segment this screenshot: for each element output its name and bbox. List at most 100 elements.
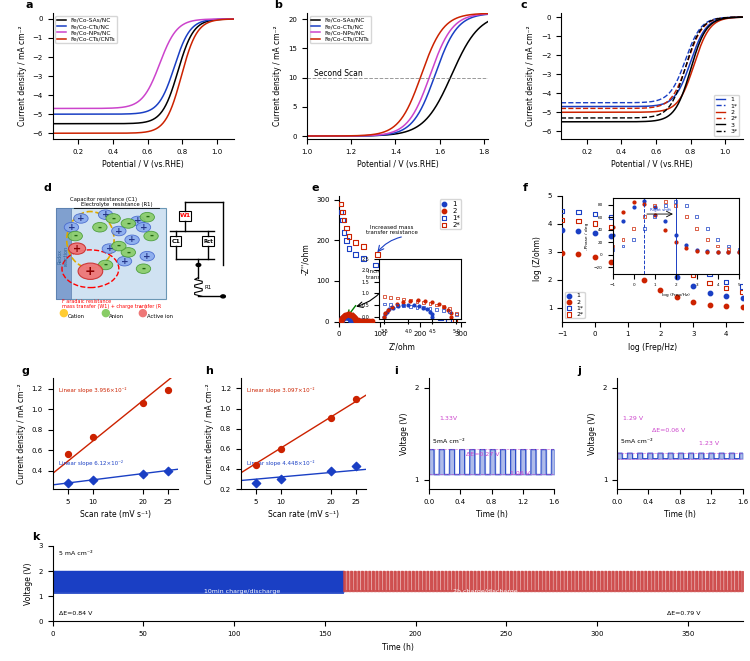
2 [362, 316, 374, 327]
Y-axis label: Voltage (V): Voltage (V) [400, 412, 409, 455]
Point [350, 461, 362, 471]
Text: Increased charge
transfer resistance: Increased charge transfer resistance [366, 269, 418, 280]
Point [62, 449, 74, 459]
Text: Rct: Rct [203, 239, 213, 243]
2 [338, 311, 350, 321]
1* [605, 212, 617, 222]
Bar [170, 236, 182, 246]
2 [342, 309, 354, 319]
X-axis label: Potential / V (vs.RHE): Potential / V (vs.RHE) [357, 160, 438, 169]
Text: 1.23 V: 1.23 V [698, 441, 718, 446]
Text: 1.33V: 1.33V [439, 416, 457, 422]
1* [434, 312, 446, 323]
2 [347, 311, 359, 321]
Text: ΔE=0.84 V: ΔE=0.84 V [59, 611, 93, 616]
2 [720, 301, 732, 311]
2 [589, 252, 601, 262]
2* [605, 222, 617, 233]
Text: +: + [143, 252, 151, 260]
Text: +: + [106, 244, 113, 253]
Circle shape [98, 210, 112, 219]
Circle shape [112, 226, 126, 236]
2* [638, 237, 650, 247]
Bar [56, 208, 71, 299]
X-axis label: Scan rate (mV s⁻¹): Scan rate (mV s⁻¹) [80, 510, 151, 520]
Point [136, 398, 148, 408]
1* [589, 208, 601, 219]
2* [340, 223, 352, 233]
Point [87, 432, 99, 442]
Y-axis label: Current density / mA cm⁻²: Current density / mA cm⁻² [206, 383, 214, 484]
Text: h: h [206, 366, 214, 376]
Circle shape [140, 212, 154, 222]
1 [345, 316, 357, 327]
1* [350, 249, 361, 260]
X-axis label: Potential / V (vs.RHE): Potential / V (vs.RHE) [610, 160, 692, 169]
Legend: Fe/Co-SAs/NC, Fe/Co-CTs/NC, Fe/Co-NPs/NC, Fe/Co-CTs/CNTs: Fe/Co-SAs/NC, Fe/Co-CTs/NC, Fe/Co-NPs/NC… [56, 16, 117, 44]
X-axis label: Z'/ohm: Z'/ohm [388, 343, 416, 352]
2* [372, 249, 384, 260]
2 [355, 315, 367, 326]
2 [344, 309, 355, 319]
X-axis label: log (Frep/Hz): log (Frep/Hz) [628, 343, 676, 352]
1* [622, 216, 634, 227]
Y-axis label: Current density / mA cm⁻²: Current density / mA cm⁻² [274, 26, 283, 126]
FancyBboxPatch shape [56, 208, 166, 299]
Text: W1: W1 [179, 214, 190, 218]
2* [428, 300, 440, 311]
Text: 1.06 V: 1.06 V [511, 471, 530, 476]
Text: i: i [394, 366, 398, 376]
Point [136, 469, 148, 479]
1 [335, 316, 347, 327]
Point [274, 474, 286, 485]
2* [572, 216, 584, 227]
2 [704, 299, 716, 310]
X-axis label: Time (h): Time (h) [664, 510, 696, 520]
1 [720, 291, 732, 301]
2* [335, 199, 347, 210]
2 [622, 264, 634, 275]
Point [274, 444, 286, 454]
Circle shape [78, 263, 103, 280]
1* [344, 243, 355, 254]
1 [338, 312, 350, 323]
2 [364, 316, 376, 327]
Circle shape [117, 256, 132, 266]
2 [340, 309, 352, 320]
2* [720, 283, 732, 293]
2* [655, 247, 667, 258]
Text: e: e [311, 183, 319, 193]
Y-axis label: -Z''/ohm: -Z''/ohm [302, 243, 310, 274]
1 [622, 237, 634, 247]
2 [605, 256, 617, 267]
Y-axis label: Voltage (V): Voltage (V) [24, 563, 33, 605]
2 [335, 315, 347, 325]
Text: j: j [577, 366, 580, 376]
Circle shape [121, 248, 136, 257]
Circle shape [196, 264, 201, 266]
2 [336, 313, 348, 324]
Text: -: - [126, 247, 130, 257]
Point [325, 465, 337, 476]
2 [350, 315, 362, 326]
1 [340, 311, 352, 322]
2* [440, 311, 452, 322]
Circle shape [98, 260, 112, 270]
Point [325, 412, 337, 423]
Point [162, 465, 174, 476]
2* [350, 237, 361, 248]
Point [162, 385, 174, 395]
Text: f: f [522, 183, 527, 193]
1 [346, 315, 358, 326]
1* [358, 253, 370, 264]
2 [348, 311, 360, 322]
Text: ΔE=0.27 V: ΔE=0.27 V [466, 452, 500, 457]
2* [390, 264, 402, 274]
Point [87, 475, 99, 485]
1* [442, 315, 454, 326]
Point [62, 478, 74, 488]
1 [358, 316, 370, 327]
2 [335, 316, 347, 327]
Text: ): ) [145, 303, 146, 309]
1 [345, 315, 357, 326]
